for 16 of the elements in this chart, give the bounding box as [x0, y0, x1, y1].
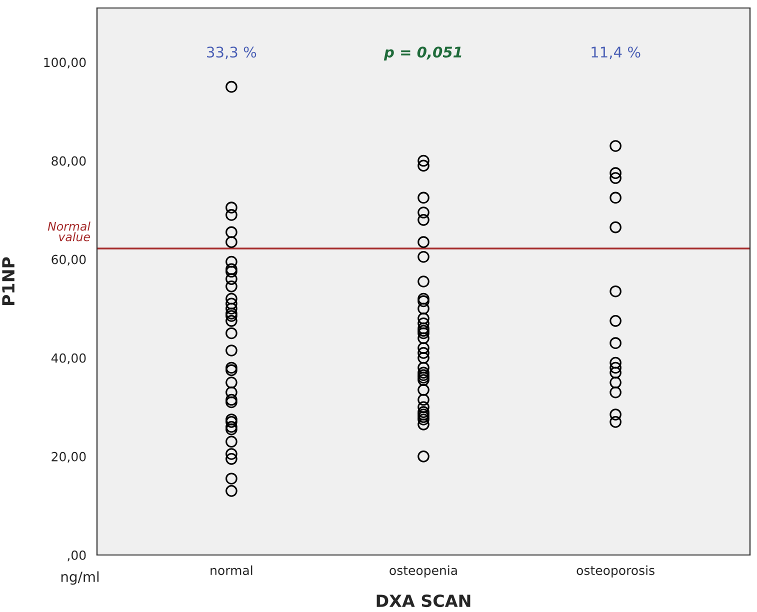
annotation: 33,3 %: [207, 46, 256, 60]
text: ng/ml: [61, 571, 99, 585]
x-axis-title: DXA SCAN: [376, 594, 470, 608]
annotation: 11,4 %: [592, 46, 640, 60]
y-tick-label: 20,00: [52, 452, 86, 463]
y-tick-label: 60,00: [52, 254, 86, 266]
x-tick-label: normal: [210, 565, 252, 576]
y-tick-label: 80,00: [52, 156, 86, 167]
y-tick-label: 40,00: [51, 353, 86, 364]
y-axis-title: P1NP: [2, 257, 14, 305]
y-tick-label: 100,00: [44, 58, 86, 68]
y-tick-label: ,00: [68, 550, 86, 562]
ref-line-label: Normal value: [48, 222, 90, 242]
x-tick-label: osteopenia: [390, 565, 457, 578]
x-tick-label: osteoporosis: [576, 565, 654, 578]
annotation: p = 0,051: [384, 46, 462, 60]
